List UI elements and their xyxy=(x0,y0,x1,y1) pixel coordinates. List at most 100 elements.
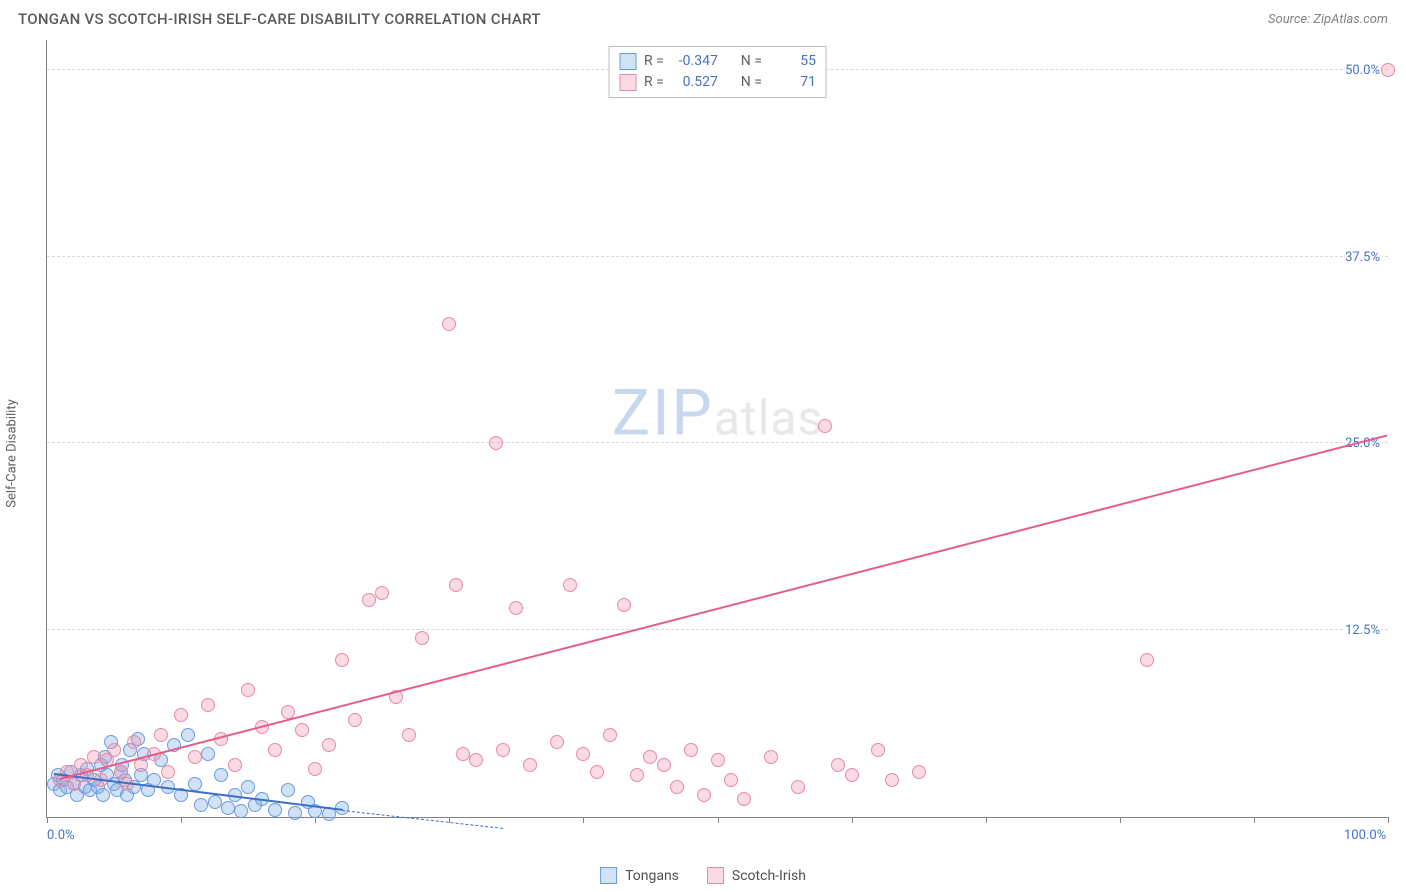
x-tick xyxy=(852,817,853,823)
chart-container: Self-Care Disability ZIPatlas 12.5%25.0%… xyxy=(18,40,1388,852)
data-point-scotch_irish xyxy=(697,788,711,802)
legend-swatch xyxy=(619,74,636,91)
watermark-part1: ZIP xyxy=(612,375,714,450)
data-point-tongans xyxy=(221,801,235,815)
data-point-scotch_irish xyxy=(509,601,523,615)
stat-r-value: 0.527 xyxy=(672,72,718,93)
data-point-tongans xyxy=(288,806,302,820)
stat-r-label: R = xyxy=(644,72,664,93)
y-axis-label: Self-Care Disability xyxy=(5,399,20,507)
data-point-scotch_irish xyxy=(442,317,456,331)
stat-n-value: 71 xyxy=(770,72,816,93)
data-point-scotch_irish xyxy=(523,758,537,772)
gridline-h xyxy=(47,629,1388,630)
x-tick-label: 100.0% xyxy=(1344,828,1386,843)
data-point-tongans xyxy=(194,798,208,812)
data-point-scotch_irish xyxy=(711,753,725,767)
x-tick xyxy=(1388,817,1389,823)
x-tick xyxy=(1120,817,1121,823)
legend-label: Scotch-Irish xyxy=(732,868,806,884)
data-point-scotch_irish xyxy=(456,747,470,761)
plot-area: ZIPatlas 12.5%25.0%37.5%50.0%0.0%100.0%R… xyxy=(46,40,1388,818)
data-point-scotch_irish xyxy=(643,750,657,764)
data-point-scotch_irish xyxy=(87,750,101,764)
data-point-tongans xyxy=(96,788,110,802)
data-point-tongans xyxy=(281,783,295,797)
stat-r-label: R = xyxy=(644,51,664,72)
stat-r-value: -0.347 xyxy=(672,51,718,72)
x-tick xyxy=(583,817,584,823)
data-point-scotch_irish xyxy=(617,598,631,612)
data-point-scotch_irish xyxy=(563,578,577,592)
data-point-scotch_irish xyxy=(161,765,175,779)
data-point-scotch_irish xyxy=(885,773,899,787)
data-point-scotch_irish xyxy=(188,750,202,764)
stats-row: R = 0.527 N = 71 xyxy=(619,72,816,93)
data-point-scotch_irish xyxy=(724,773,738,787)
data-point-scotch_irish xyxy=(228,758,242,772)
data-point-scotch_irish xyxy=(489,436,503,450)
data-point-scotch_irish xyxy=(201,698,215,712)
stat-n-label: N = xyxy=(741,51,762,72)
stat-n-label: N = xyxy=(741,72,762,93)
x-tick xyxy=(986,817,987,823)
data-point-scotch_irish xyxy=(308,762,322,776)
data-point-scotch_irish xyxy=(295,723,309,737)
data-point-scotch_irish xyxy=(603,728,617,742)
data-point-scotch_irish xyxy=(348,713,362,727)
data-point-tongans xyxy=(201,747,215,761)
data-point-scotch_irish xyxy=(335,653,349,667)
legend-swatch xyxy=(619,53,636,70)
data-point-scotch_irish xyxy=(107,743,121,757)
stats-box: R = -0.347 N = 55 R = 0.527 N = 71 xyxy=(608,46,827,98)
data-point-scotch_irish xyxy=(818,419,832,433)
data-point-scotch_irish xyxy=(154,728,168,742)
data-point-tongans xyxy=(234,804,248,818)
data-point-scotch_irish xyxy=(657,758,671,772)
data-point-scotch_irish xyxy=(415,631,429,645)
data-point-scotch_irish xyxy=(362,593,376,607)
stat-n-value: 55 xyxy=(770,51,816,72)
data-point-tongans xyxy=(208,795,222,809)
data-point-scotch_irish xyxy=(322,738,336,752)
data-point-tongans xyxy=(181,728,195,742)
legend-label: Tongans xyxy=(625,868,679,884)
watermark-part2: atlas xyxy=(714,389,823,446)
data-point-scotch_irish xyxy=(449,578,463,592)
data-point-scotch_irish xyxy=(550,735,564,749)
data-point-scotch_irish xyxy=(67,777,81,791)
trend-line-dashed xyxy=(342,810,503,829)
x-tick xyxy=(1254,817,1255,823)
data-point-scotch_irish xyxy=(241,683,255,697)
data-point-scotch_irish xyxy=(630,768,644,782)
chart-source: Source: ZipAtlas.com xyxy=(1268,12,1388,27)
x-tick-label: 0.0% xyxy=(47,828,75,843)
x-tick xyxy=(181,817,182,823)
data-point-scotch_irish xyxy=(684,743,698,757)
data-point-scotch_irish xyxy=(791,780,805,794)
data-point-scotch_irish xyxy=(871,743,885,757)
stats-row: R = -0.347 N = 55 xyxy=(619,51,816,72)
watermark: ZIPatlas xyxy=(612,375,824,450)
data-point-scotch_irish xyxy=(912,765,926,779)
data-point-scotch_irish xyxy=(764,750,778,764)
legend-swatch xyxy=(600,867,617,884)
data-point-scotch_irish xyxy=(402,728,416,742)
data-point-scotch_irish xyxy=(845,768,859,782)
data-point-scotch_irish xyxy=(469,753,483,767)
y-tick-label: 37.5% xyxy=(1343,250,1382,265)
data-point-tongans xyxy=(241,780,255,794)
data-point-scotch_irish xyxy=(127,735,141,749)
chart-header: TONGAN VS SCOTCH-IRISH SELF-CARE DISABIL… xyxy=(0,0,1406,34)
data-point-scotch_irish xyxy=(375,586,389,600)
data-point-scotch_irish xyxy=(268,743,282,757)
data-point-tongans xyxy=(214,768,228,782)
data-point-scotch_irish xyxy=(831,758,845,772)
y-tick-label: 50.0% xyxy=(1343,63,1382,78)
trend-line xyxy=(60,434,1388,780)
data-point-tongans xyxy=(268,803,282,817)
legend-item: Scotch-Irish xyxy=(707,867,806,884)
x-tick xyxy=(47,817,48,823)
data-point-scotch_irish xyxy=(737,792,751,806)
data-point-scotch_irish xyxy=(590,765,604,779)
